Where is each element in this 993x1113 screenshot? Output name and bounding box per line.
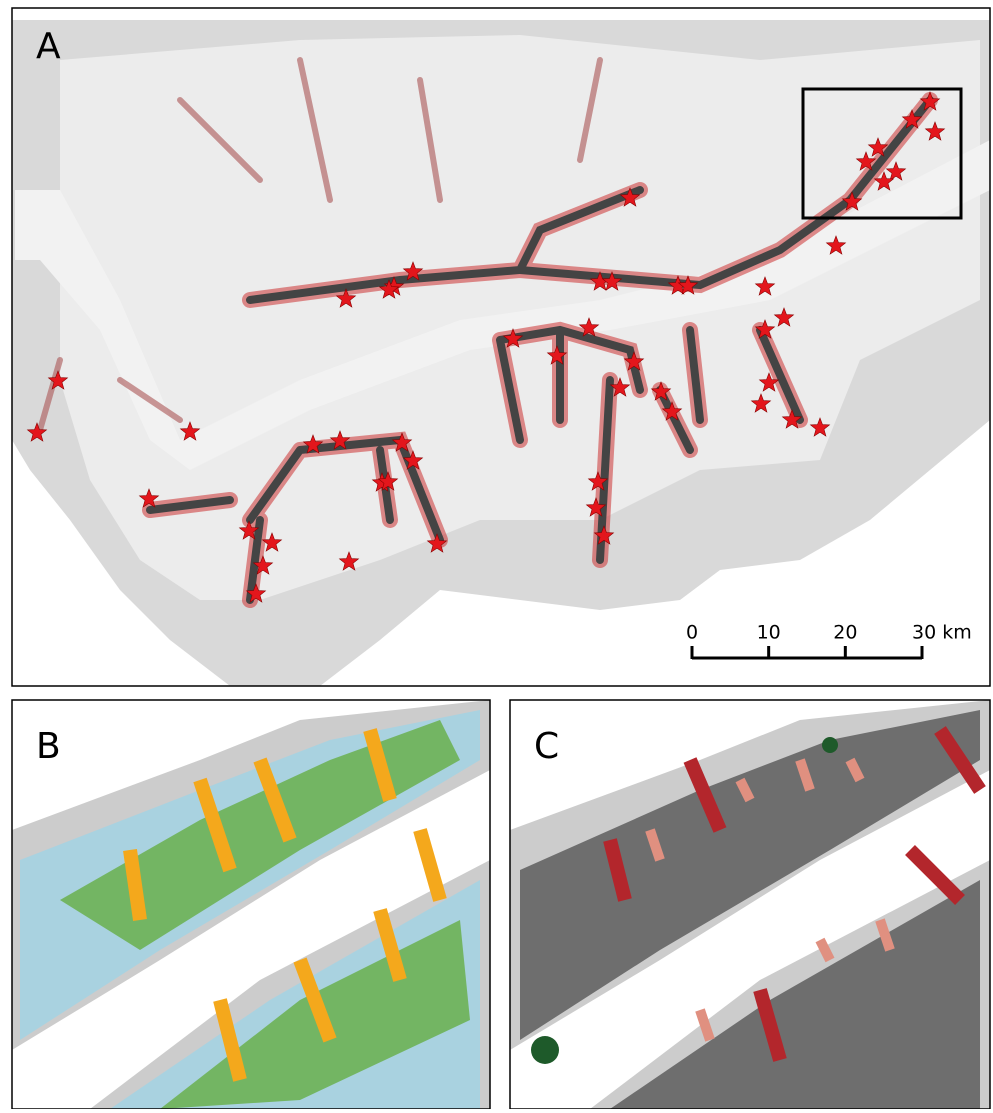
star-marker (585, 497, 607, 517)
star-marker (623, 351, 645, 371)
star-marker (383, 276, 405, 296)
panel-label: C (534, 726, 559, 767)
star-marker (238, 520, 260, 540)
star-marker (391, 432, 413, 452)
star-marker (593, 525, 615, 545)
star-marker (650, 381, 672, 401)
star-marker (179, 421, 201, 441)
star-marker (402, 261, 424, 281)
star-marker (578, 317, 600, 337)
star-marker (338, 551, 360, 571)
panel-a-map: 0 10 20 30 km A (12, 8, 990, 686)
star-marker (261, 532, 283, 552)
star-marker (677, 275, 699, 295)
star-marker (546, 345, 568, 365)
star-marker (750, 393, 772, 413)
star-marker (841, 191, 863, 211)
star-marker (377, 471, 399, 491)
star-marker (245, 583, 267, 603)
star-marker (885, 161, 907, 181)
star-marker (378, 279, 400, 299)
star-marker (873, 171, 895, 191)
inset-box (801, 87, 963, 220)
star-marker (924, 121, 946, 141)
site-markers (26, 91, 946, 603)
star-marker (587, 471, 609, 491)
star-marker (754, 319, 776, 339)
panel-c-map: C (510, 700, 990, 1109)
star-marker (781, 409, 803, 429)
star-marker (329, 430, 351, 450)
star-marker (426, 533, 448, 553)
star-marker (252, 555, 274, 575)
star-marker (773, 307, 795, 327)
star-marker (754, 276, 776, 296)
star-marker (855, 151, 877, 171)
scale-label: 0 (686, 622, 698, 644)
star-marker (758, 372, 780, 392)
star-marker (138, 488, 160, 508)
star-marker (302, 434, 324, 454)
star-marker (825, 235, 847, 255)
star-marker (402, 450, 424, 470)
star-marker (867, 137, 889, 157)
panel-label: A (36, 26, 61, 67)
star-marker (919, 91, 941, 111)
scale-label: 10 (757, 622, 781, 644)
star-marker (809, 417, 831, 437)
star-marker (661, 401, 683, 421)
scale-bar: 0 10 20 30 km (686, 622, 972, 660)
star-marker (502, 328, 524, 348)
star-marker (601, 271, 623, 291)
star-marker (26, 422, 48, 442)
scale-label: 30 km (912, 622, 972, 644)
panel-border (11, 7, 991, 687)
star-marker (609, 377, 631, 397)
panel-label: B (36, 726, 61, 767)
panel-b-map: B (12, 700, 490, 1109)
star-marker (335, 288, 357, 308)
star-marker (47, 370, 69, 390)
star-marker (619, 187, 641, 207)
scale-label: 20 (833, 622, 857, 644)
star-marker (901, 109, 923, 129)
